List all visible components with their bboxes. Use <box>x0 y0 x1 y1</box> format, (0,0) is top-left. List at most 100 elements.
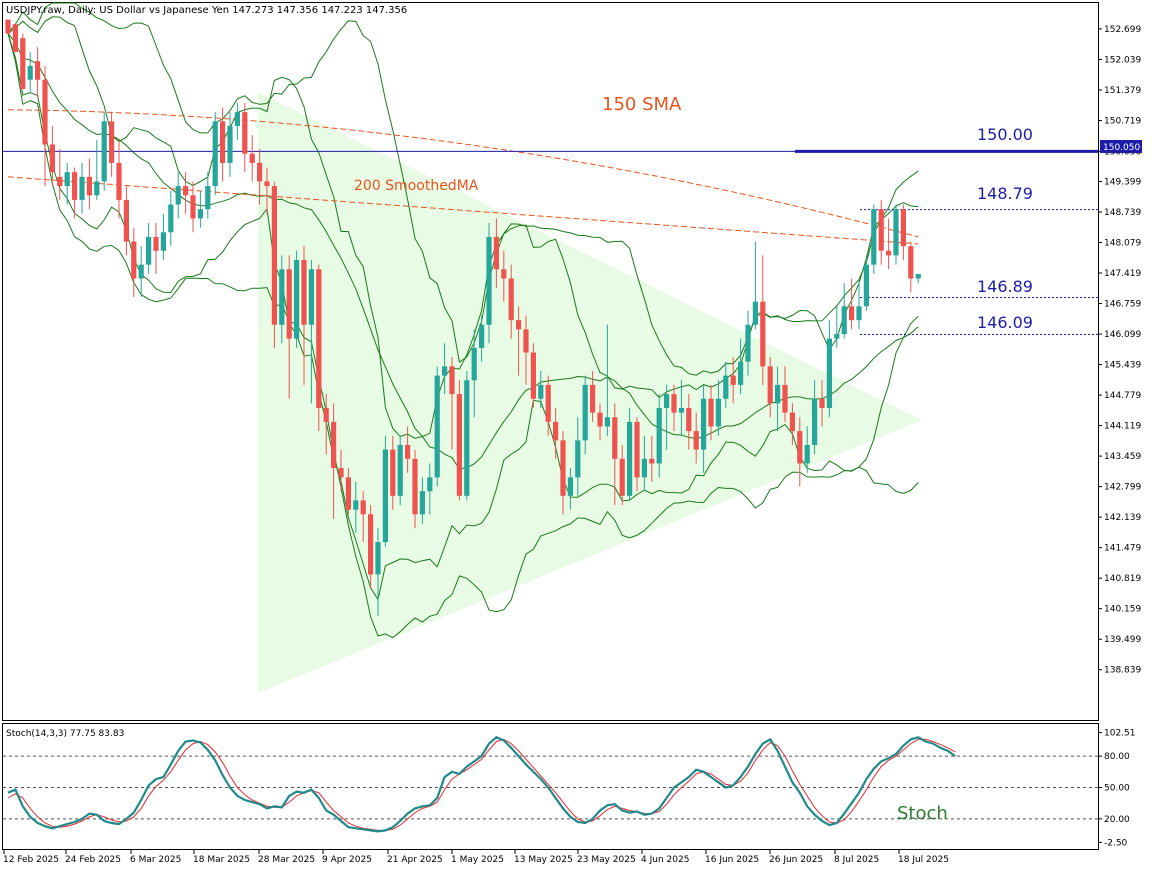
candle-body <box>360 500 366 515</box>
candle-body <box>656 407 662 464</box>
candle-body <box>434 375 440 478</box>
candle-body <box>723 375 729 399</box>
price-tick-label: 144.779 <box>1104 391 1141 401</box>
price-tick-label: 140.159 <box>1104 605 1141 615</box>
candle-body <box>730 375 736 385</box>
candle-body <box>220 121 226 163</box>
candle-body <box>279 269 285 325</box>
candle-body <box>678 407 684 413</box>
level-14689-label: 146.89 <box>977 277 1033 296</box>
candle-body <box>664 394 670 408</box>
candle-body <box>419 491 425 515</box>
candle-body <box>316 269 322 408</box>
candle-body <box>701 398 707 450</box>
candle-body <box>456 394 462 496</box>
time-tick-label: 12 Feb 2025 <box>3 855 59 865</box>
candle-body <box>353 500 359 510</box>
candle-body <box>138 264 144 279</box>
candle-body <box>323 407 329 422</box>
candle-body <box>501 269 507 279</box>
stoch-tick-label: 20.00 <box>1104 815 1130 825</box>
candle-body <box>915 273 921 279</box>
candle-body <box>789 412 795 432</box>
candle-body <box>834 334 840 339</box>
candle-body <box>634 421 640 478</box>
candle-body <box>116 162 122 200</box>
candle-body <box>5 19 11 34</box>
candle-body <box>153 236 159 251</box>
candle-body <box>190 195 196 219</box>
candle-body <box>264 181 270 187</box>
candle-body <box>812 398 818 445</box>
time-tick-label: 6 Mar 2025 <box>130 855 181 865</box>
candle-body <box>856 306 862 321</box>
candle-body <box>782 384 788 413</box>
candle-body <box>597 412 603 427</box>
price-tick-label: 145.439 <box>1104 361 1141 371</box>
candle-body <box>382 449 388 543</box>
sma150-label: 150 SMA <box>602 94 682 115</box>
candle-body <box>271 186 277 325</box>
moving-averages-group <box>7 109 919 245</box>
candle-body <box>183 186 189 196</box>
candle-body <box>893 209 899 256</box>
candle-body <box>553 421 559 441</box>
candle-body <box>294 260 300 339</box>
candle-body <box>49 144 55 173</box>
time-tick-label: 26 Jun 2025 <box>769 855 823 865</box>
candle-body <box>442 366 448 376</box>
candle-body <box>375 542 381 575</box>
price-tick-label: 141.479 <box>1104 544 1141 554</box>
candle-body <box>567 477 573 496</box>
candle-body <box>900 209 906 247</box>
candle-body <box>35 61 41 80</box>
candle-body <box>449 366 455 395</box>
candle-body <box>27 65 33 80</box>
smoothed-ma-200-line <box>7 176 919 245</box>
chart-header: USDJPY.raw, Daily: US Dollar vs Japanese… <box>6 5 407 16</box>
candle-body <box>234 112 240 126</box>
time-tick-label: 4 Jun 2025 <box>641 855 689 865</box>
time-tick-label: 13 May 2025 <box>514 855 573 865</box>
candle-body <box>427 477 433 492</box>
candle-body <box>479 324 485 348</box>
price-tick-label: 144.119 <box>1104 422 1141 432</box>
candle-body <box>693 431 699 450</box>
candle-body <box>508 278 514 321</box>
stoch-tick-label: 102.51 <box>1104 729 1136 739</box>
candle-body <box>767 366 773 404</box>
time-tick-label: 8 Jul 2025 <box>834 855 879 865</box>
candle-body <box>72 172 78 200</box>
candle-body <box>819 398 825 408</box>
price-tick-label: 142.799 <box>1104 483 1141 493</box>
stoch-signal-line <box>7 738 956 831</box>
candle-body <box>101 121 107 182</box>
candle-body <box>908 246 914 279</box>
time-tick-label: 24 Feb 2025 <box>65 855 121 865</box>
candle-body <box>560 440 566 496</box>
candle-body <box>86 176 92 196</box>
candle-body <box>582 384 588 441</box>
candle-body <box>257 162 263 182</box>
stoch-tick-label: 50.00 <box>1104 784 1130 794</box>
time-axis: 12 Feb 2025 24 Feb 2025 6 Mar 2025 18 Mar 2… <box>3 850 949 865</box>
price-tick-label: 138.839 <box>1104 666 1141 676</box>
candle-body <box>826 338 832 408</box>
time-tick-label: 18 Mar 2025 <box>193 855 250 865</box>
candle-body <box>79 176 85 200</box>
candle-body <box>715 398 721 427</box>
candle-body <box>523 329 529 353</box>
sma-150-line <box>7 109 919 238</box>
price-tick-label: 150.719 <box>1104 116 1141 126</box>
price-tick-label: 148.739 <box>1104 208 1141 218</box>
candle-body <box>575 440 581 478</box>
price-axis: 152.699 152.039 151.379 150.719 150.050 149.3… <box>1098 25 1141 676</box>
candle-body <box>405 444 411 459</box>
candle-body <box>131 241 137 279</box>
candle-body <box>471 347 477 381</box>
price-tick-label: 146.759 <box>1104 300 1141 310</box>
price-tick-label: 143.459 <box>1104 452 1141 462</box>
candle-body <box>20 38 26 89</box>
candle-body <box>205 186 211 210</box>
candle-body <box>146 236 152 265</box>
